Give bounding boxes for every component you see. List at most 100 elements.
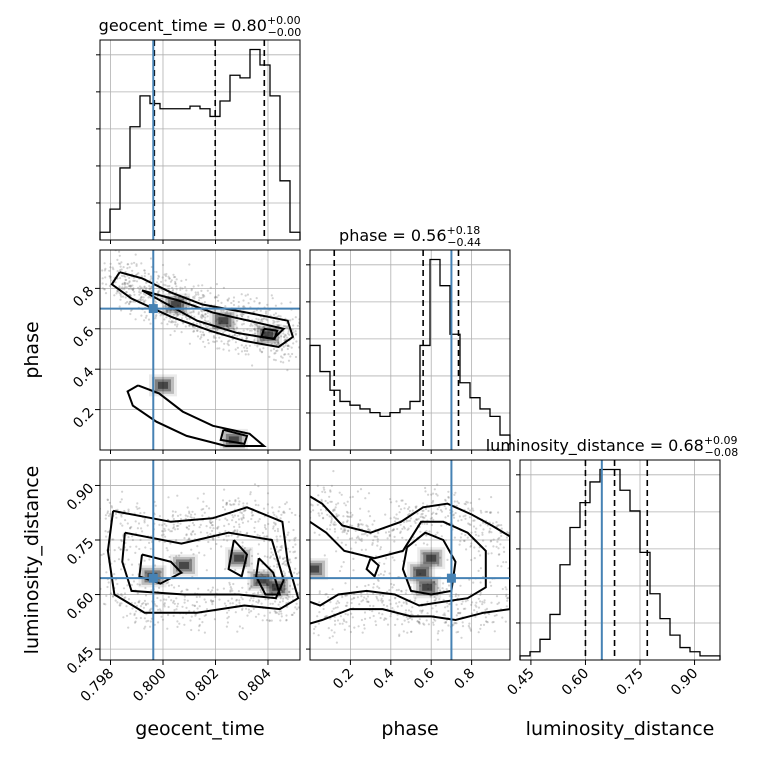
sample-point [278, 610, 281, 613]
sample-point [113, 560, 116, 563]
sample-point [134, 551, 137, 555]
sample-point [257, 552, 260, 556]
sample-point [104, 517, 107, 520]
sample-point [468, 626, 471, 629]
sample-point [242, 505, 245, 508]
contour-line-3 [126, 384, 267, 447]
sample-point [148, 287, 151, 290]
sample-point [204, 313, 207, 316]
sample-point [365, 597, 368, 601]
sample-point [289, 319, 292, 322]
sample-point [415, 505, 418, 508]
sample-point [393, 540, 396, 543]
sample-point [283, 336, 286, 339]
sample-point [113, 294, 116, 297]
sample-point [263, 614, 266, 617]
sample-point [242, 305, 245, 308]
sample-point [235, 598, 238, 601]
sample-point [268, 619, 271, 622]
sample-point [367, 600, 370, 604]
sample-point [398, 633, 401, 636]
sample-point [332, 509, 335, 513]
panel-frame [519, 459, 721, 661]
sample-point [242, 516, 245, 519]
sample-point [274, 352, 277, 355]
sample-point [176, 527, 179, 531]
sample-point [335, 513, 338, 516]
sample-point [211, 520, 214, 524]
sample-point [352, 557, 355, 561]
sample-point [242, 313, 245, 316]
sample-point [124, 296, 127, 299]
sample-point [161, 524, 164, 527]
sample-point [212, 336, 216, 339]
sample-point [331, 588, 334, 591]
sample-point [268, 565, 272, 568]
sample-point [276, 565, 279, 569]
sample-point [469, 545, 472, 548]
sample-point [294, 355, 298, 359]
sample-point [143, 285, 146, 288]
sample-point [226, 312, 229, 315]
sample-point [230, 534, 233, 537]
sample-point [211, 529, 214, 533]
sample-point [172, 320, 175, 323]
sample-point [126, 263, 129, 266]
sample-point [443, 612, 446, 615]
sample-point [293, 550, 297, 553]
sample-point [294, 557, 297, 560]
sample-point [144, 594, 148, 597]
sample-point [193, 604, 196, 608]
sample-point [320, 512, 323, 515]
sample-point [512, 540, 514, 542]
sample-point [197, 293, 200, 296]
sample-point [427, 493, 430, 496]
sample-point [125, 282, 129, 285]
sample-point [138, 563, 141, 566]
sample-point [402, 630, 405, 633]
sample-point [461, 621, 464, 624]
sample-point [243, 349, 246, 352]
sample-point [129, 284, 132, 287]
sample-point [156, 596, 159, 600]
sample-point [284, 334, 287, 337]
sample-point [163, 522, 166, 526]
sample-point [259, 590, 263, 594]
sample-point [190, 532, 193, 535]
sample-point [190, 628, 193, 632]
sample-point [314, 625, 317, 628]
sample-point [216, 526, 219, 530]
sample-point [433, 599, 436, 602]
sample-point [360, 539, 363, 543]
sample-point [500, 524, 503, 527]
sample-point [230, 597, 233, 600]
sample-point [149, 287, 152, 290]
sample-point [227, 609, 230, 612]
sample-point [346, 515, 349, 518]
sample-point [233, 525, 236, 528]
sample-point [382, 594, 385, 598]
sample-point [349, 524, 352, 527]
sample-point [187, 528, 190, 531]
sample-point [333, 631, 336, 634]
sample-point [240, 517, 243, 520]
sample-point [404, 609, 408, 612]
sample-point [204, 601, 207, 604]
sample-point [118, 254, 121, 257]
sample-point [197, 284, 200, 287]
sample-point [405, 520, 408, 523]
sample-point [257, 327, 260, 330]
sample-point [495, 525, 498, 528]
sample-point [233, 514, 237, 517]
sample-point [468, 523, 471, 526]
sample-point [279, 535, 282, 538]
sample-point [346, 500, 349, 503]
sample-point [159, 314, 162, 317]
sample-point [262, 326, 265, 329]
sample-point [272, 583, 275, 586]
sample-point [490, 584, 493, 587]
sample-point [106, 585, 109, 589]
sample-point [454, 491, 457, 494]
sample-point [276, 349, 279, 352]
sample-point [117, 262, 120, 265]
